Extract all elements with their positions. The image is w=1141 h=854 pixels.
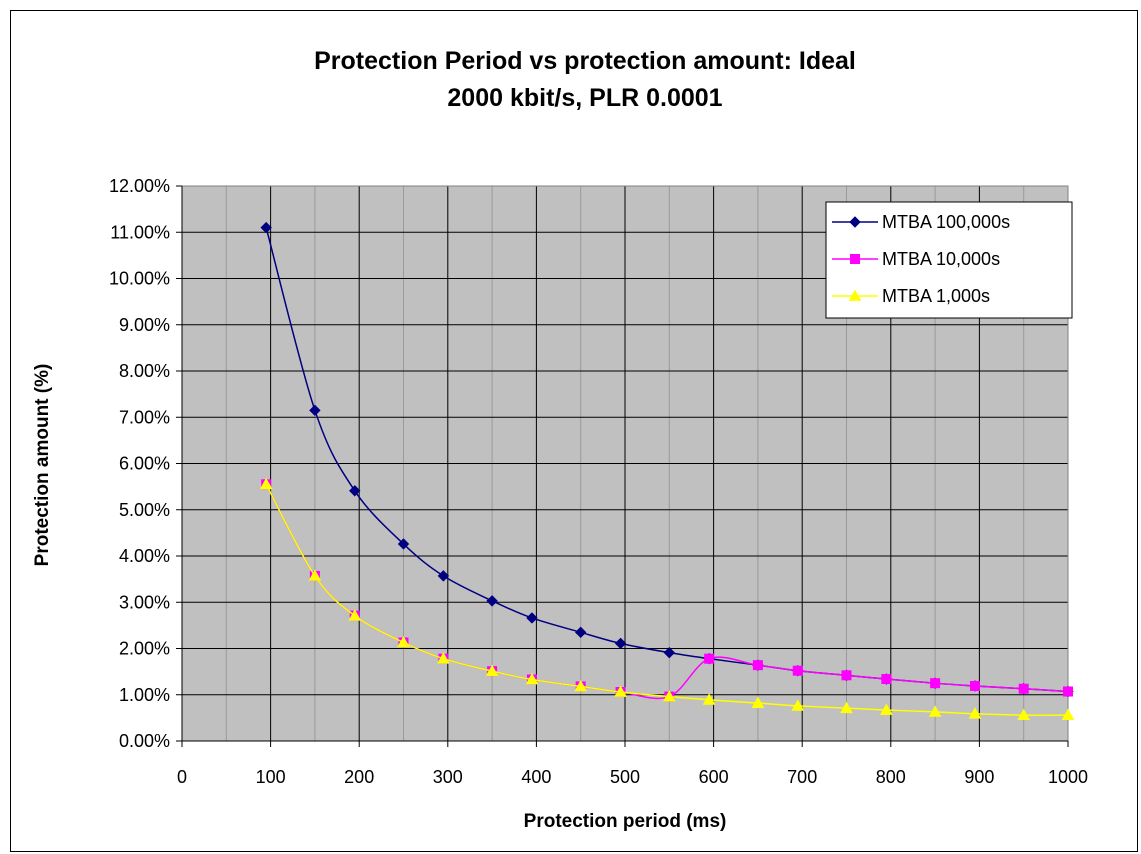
y-tick-label: 0.00%	[119, 731, 170, 751]
data-point-diamond	[397, 538, 410, 550]
y-tick-label: 10.00%	[109, 269, 170, 289]
data-point-triangle	[1017, 708, 1031, 720]
data-point-triangle	[848, 289, 862, 301]
data-point-square	[930, 678, 941, 689]
data-point-square	[1018, 683, 1029, 694]
data-point-square	[881, 674, 892, 685]
data-point-square	[792, 665, 803, 676]
data-point-triangle	[928, 705, 942, 717]
chart-title: Protection Period vs protection amount: …	[314, 47, 856, 75]
data-point-triangle	[574, 679, 588, 692]
x-tick-label: 900	[964, 767, 994, 787]
y-tick-label: 3.00%	[119, 592, 170, 612]
x-tick-label: 300	[433, 767, 463, 787]
y-tick-label: 9.00%	[119, 315, 170, 335]
data-point-triangle	[485, 664, 499, 677]
legend-label: MTBA 100,000s	[882, 212, 1010, 232]
y-tick-label: 11.00%	[110, 222, 170, 242]
y-tick-label: 1.00%	[119, 685, 170, 705]
data-point-triangle	[525, 672, 539, 685]
x-tick-label: 1000	[1048, 767, 1088, 787]
data-point-triangle	[791, 699, 805, 711]
y-axis-label: Protection amount (%)	[32, 364, 53, 567]
data-point-square	[850, 254, 860, 264]
data-point-triangle	[1061, 708, 1075, 720]
data-point-square	[841, 670, 852, 681]
x-tick-label: 400	[521, 767, 551, 787]
data-point-triangle	[614, 685, 627, 697]
data-point-diamond	[849, 216, 861, 228]
series-2	[259, 477, 1075, 720]
data-point-diamond	[309, 404, 321, 417]
x-tick-label: 700	[787, 767, 817, 787]
data-point-triangle	[751, 696, 765, 708]
y-tick-label: 2.00%	[119, 639, 170, 659]
data-point-triangle	[880, 703, 893, 715]
data-point-triangle	[840, 701, 853, 714]
y-tick-label: 5.00%	[119, 500, 170, 520]
x-tick-label: 100	[256, 767, 286, 787]
data-point-square	[704, 653, 715, 664]
x-tick-label: 200	[344, 767, 374, 787]
data-point-square	[1063, 686, 1073, 697]
data-point-diamond	[260, 221, 272, 234]
data-point-triangle	[662, 690, 676, 702]
x-axis-label: Protection period (ms)	[524, 811, 727, 832]
x-tick-label: 800	[876, 767, 906, 787]
x-tick-label: 500	[610, 767, 640, 787]
legend: MTBA 100,000s MTBA 10,000s MTBA 1,000s	[825, 201, 1073, 319]
data-point-diamond	[574, 626, 587, 639]
chart-subtitle: 2000 kbit/s, PLR 0.0001	[447, 84, 722, 112]
y-tick-label: 7.00%	[119, 407, 170, 427]
y-tick-label: 4.00%	[119, 546, 170, 566]
data-point-square	[969, 680, 980, 691]
y-tick-label: 8.00%	[119, 361, 170, 381]
data-point-diamond	[614, 637, 627, 650]
axis-layer: 0 100 200 300 400 500 600 700 800 900 1000 0.00% 1.0…	[109, 176, 1088, 787]
data-point-diamond	[663, 646, 676, 659]
y-tick-label: 12.00%	[109, 176, 170, 196]
data-point-triangle	[437, 652, 450, 664]
data-point-triangle	[702, 693, 716, 705]
legend-label: MTBA 10,000s	[882, 249, 1000, 269]
data-point-diamond	[526, 612, 538, 624]
data-point-diamond	[486, 595, 498, 607]
data-point-diamond	[437, 570, 450, 582]
series-layer	[259, 221, 1075, 720]
data-point-triangle	[348, 609, 362, 621]
legend-label: MTBA 1,000s	[882, 286, 990, 306]
data-point-triangle	[259, 477, 273, 490]
data-point-diamond	[349, 485, 361, 497]
data-point-triangle	[397, 635, 410, 648]
x-tick-label: 0	[177, 767, 187, 787]
data-point-square	[752, 660, 763, 671]
y-tick-label: 6.00%	[119, 454, 170, 474]
x-tick-label: 600	[699, 767, 729, 787]
data-point-triangle	[968, 707, 982, 719]
data-point-triangle	[308, 569, 322, 581]
